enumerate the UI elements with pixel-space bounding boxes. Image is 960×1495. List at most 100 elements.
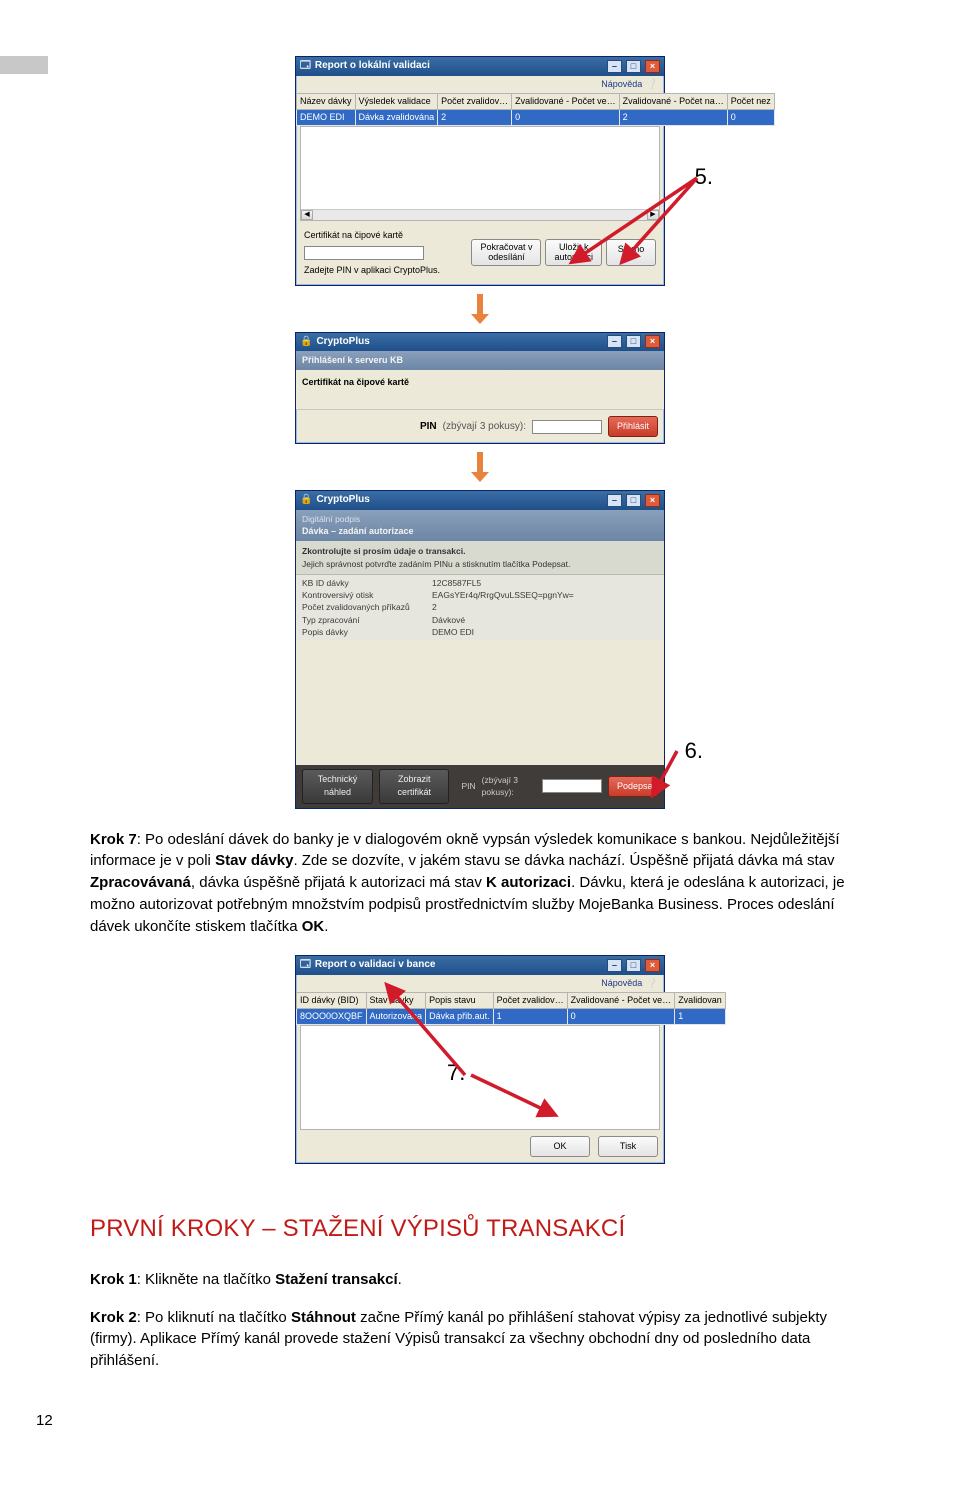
col-valid-ve[interactable]: Zvalidované - Počet ve… <box>567 992 675 1008</box>
kv-val: Dávkové <box>432 614 658 626</box>
minimize-button[interactable]: – <box>607 494 622 507</box>
cert-input[interactable] <box>304 246 424 260</box>
continue-send-button[interactable]: Pokračovat v odesílání <box>471 239 541 266</box>
app-icon: 🗔 <box>300 59 311 74</box>
sign-button[interactable]: Podepsat <box>608 776 658 797</box>
cell: Autorizována <box>366 1008 426 1024</box>
close-button[interactable]: × <box>645 335 660 348</box>
help-link[interactable]: Nápověda <box>296 975 664 992</box>
col-count[interactable]: Počet zvalidov… <box>493 992 567 1008</box>
text: : Klikněte na tlačítko <box>137 1271 275 1288</box>
text: . <box>324 918 328 935</box>
maximize-button[interactable]: □ <box>626 494 641 507</box>
text: . Zde se dozvíte, v jakém stavu se dávka… <box>293 852 834 869</box>
app-icon: 🔒 <box>300 493 312 508</box>
close-button[interactable]: × <box>645 60 660 73</box>
validation-table: Název dávky Výsledek validace Počet zval… <box>296 93 775 126</box>
col-desc[interactable]: Popis stavu <box>426 992 494 1008</box>
col-nez[interactable]: Počet nez <box>727 93 774 109</box>
cancel-button[interactable]: Storno <box>606 239 656 266</box>
btn-line: odesílání <box>480 253 532 262</box>
maximize-button[interactable]: □ <box>626 959 641 972</box>
table-row[interactable]: DEMO EDI Dávka zvalidována 2 0 2 0 <box>297 109 775 125</box>
callout-5: 5. <box>695 161 713 193</box>
help-link[interactable]: Nápověda <box>296 76 664 93</box>
pin-input[interactable] <box>532 420 602 434</box>
table-row[interactable]: 8OOO0OXQBF Autorizována Dávka přib.aut. … <box>297 1008 726 1024</box>
cell: Dávka zvalidována <box>355 109 438 125</box>
kv-row: Kontroversivý otiskEAGsYEr4q/RrgQvuLSSEQ… <box>302 589 658 601</box>
help-label: Nápověda <box>601 79 642 89</box>
pin-attempts: (zbývají 3 pokusy): <box>482 774 536 799</box>
detail-area: ◀ ▶ <box>300 126 660 221</box>
title-text: CryptoPlus <box>316 493 369 508</box>
button-name: OK <box>302 918 325 935</box>
title-text: Report o validaci v bance <box>315 958 436 973</box>
step-label: Krok 7 <box>90 831 137 848</box>
text: : Po kliknutí na tlačítko <box>137 1309 291 1326</box>
cell: 0 <box>727 109 774 125</box>
col-state[interactable]: Stav dávky <box>366 992 426 1008</box>
col-valid[interactable]: Zvalidovan <box>675 992 726 1008</box>
kv-key: Typ zpracování <box>302 614 432 626</box>
cell: Dávka přib.aut. <box>426 1008 494 1024</box>
maximize-button[interactable]: □ <box>626 60 641 73</box>
state-name: K autorizaci <box>486 874 571 891</box>
table-header-row: ID dávky (BID) Stav dávky Popis stavu Po… <box>297 992 726 1008</box>
login-button[interactable]: Přihlásit <box>608 416 658 437</box>
show-cert-button[interactable]: Zobrazit certifikát <box>379 769 450 803</box>
paragraph-krok2: Krok 2: Po kliknutí na tlačítko Stáhnout… <box>90 1307 870 1372</box>
cell: 1 <box>493 1008 567 1024</box>
page-number: 12 <box>36 1410 53 1432</box>
step-label: Krok 1 <box>90 1271 137 1288</box>
flow-arrow-down-2 <box>467 450 493 484</box>
pin-instruction: Zadejte PIN v aplikaci CryptoPlus. <box>304 264 440 277</box>
help-label: Nápověda <box>601 978 642 988</box>
titlebar-win4: 🗔 Report o validaci v bance – □ × <box>296 956 664 975</box>
step-label: Krok 2 <box>90 1309 137 1326</box>
text: , dávka úspěšně přijatá k autorizaci má … <box>191 874 486 891</box>
scroll-right-button[interactable]: ▶ <box>647 210 659 220</box>
print-button[interactable]: Tisk <box>598 1136 658 1157</box>
cell: DEMO EDI <box>297 109 356 125</box>
blank-area <box>296 640 664 765</box>
kv-row: Počet zvalidovaných příkazů2 <box>302 601 658 613</box>
app-icon: 🔒 <box>300 335 312 350</box>
instruction-note: Zkontrolujte si prosím údaje o transakci… <box>296 541 664 575</box>
col-result[interactable]: Výsledek validace <box>355 93 438 109</box>
button-name: Stáhnout <box>291 1309 356 1326</box>
kv-row: KB ID dávky12C8587FL5 <box>302 577 658 589</box>
minimize-button[interactable]: – <box>607 959 622 972</box>
col-valid-na[interactable]: Zvalidované - Počet na… <box>619 93 727 109</box>
col-count[interactable]: Počet zvalidov… <box>438 93 512 109</box>
tech-preview-button[interactable]: Technický náhled <box>302 769 373 803</box>
text: . <box>398 1271 402 1288</box>
pin-label: PIN <box>461 780 475 792</box>
minimize-button[interactable]: – <box>607 335 622 348</box>
kv-val: DEMO EDI <box>432 626 658 638</box>
cell: 0 <box>512 109 620 125</box>
maximize-button[interactable]: □ <box>626 335 641 348</box>
scroll-left-button[interactable]: ◀ <box>301 210 313 220</box>
scroll-track[interactable] <box>313 210 647 220</box>
detail-area <box>300 1025 660 1130</box>
close-button[interactable]: × <box>645 959 660 972</box>
cell: 1 <box>675 1008 726 1024</box>
minimize-button[interactable]: – <box>607 60 622 73</box>
subhead-line: Digitální podpis <box>302 513 658 525</box>
kv-key: Kontroversivý otisk <box>302 589 432 601</box>
subheader: Přihlášení k serveru KB <box>296 351 664 370</box>
button-name: Stažení transakcí <box>275 1271 398 1288</box>
subhead-line: Dávka – zadání autorizace <box>302 525 658 538</box>
kv-val: 2 <box>432 601 658 613</box>
close-button[interactable]: × <box>645 494 660 507</box>
dialog-report-bank: 🗔 Report o validaci v bance – □ × Nápově… <box>295 955 665 1164</box>
save-authorize-button[interactable]: Uložit k autorizaci <box>545 239 602 266</box>
col-bid[interactable]: ID dávky (BID) <box>297 992 367 1008</box>
kv-val: 12C8587FL5 <box>432 577 658 589</box>
col-valid-ve[interactable]: Zvalidované - Počet ve… <box>512 93 620 109</box>
ok-button[interactable]: OK <box>530 1136 590 1157</box>
pin-input[interactable] <box>542 779 602 793</box>
col-name[interactable]: Název dávky <box>297 93 356 109</box>
h-scrollbar[interactable]: ◀ ▶ <box>301 209 659 220</box>
